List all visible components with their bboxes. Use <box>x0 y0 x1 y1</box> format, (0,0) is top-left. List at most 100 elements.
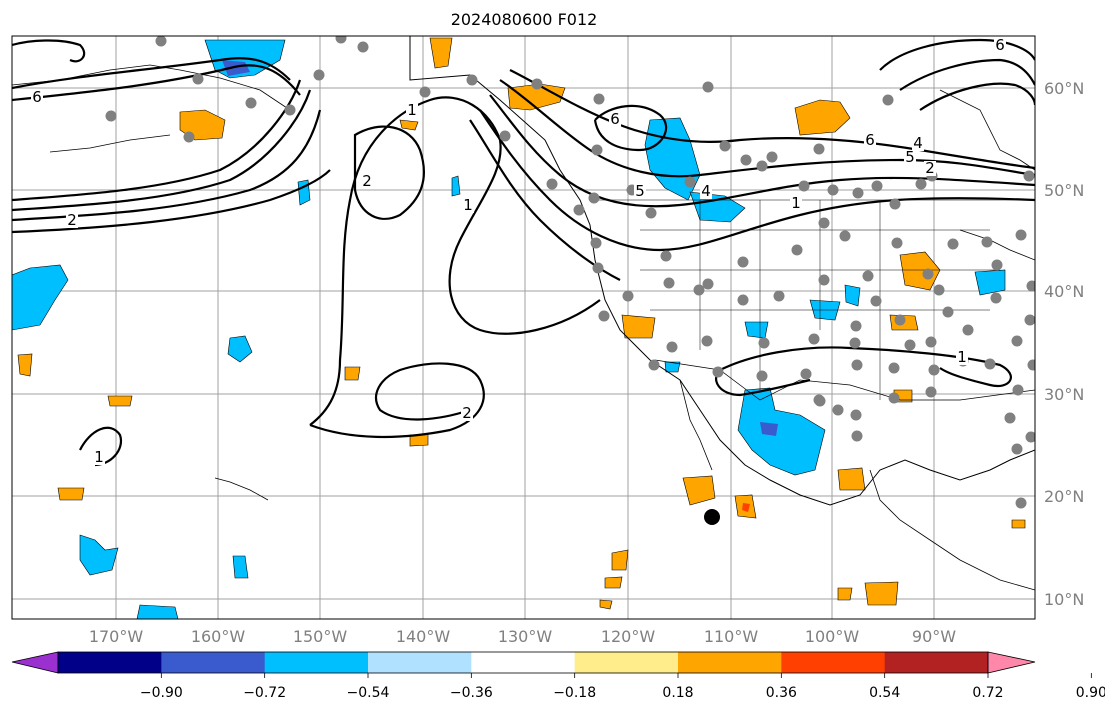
colorbar-tick-label: −0.54 <box>347 685 390 701</box>
station-marker <box>740 154 752 166</box>
station-marker <box>791 244 803 256</box>
station-marker <box>648 359 660 371</box>
station-marker <box>1011 443 1023 455</box>
station-marker <box>904 339 916 351</box>
station-marker <box>592 262 604 274</box>
station-marker <box>818 274 830 286</box>
station-marker <box>928 364 940 376</box>
colorbar-tick-label: −0.72 <box>243 685 286 701</box>
station-markers <box>105 36 1035 509</box>
station-marker <box>666 341 678 353</box>
station-marker <box>702 81 714 93</box>
colorbar-segment <box>884 652 989 673</box>
lat-label: 50°N <box>1044 181 1084 200</box>
station-marker <box>663 277 675 289</box>
station-marker <box>192 73 204 85</box>
contour-label: 6 <box>610 110 620 128</box>
station-marker <box>1011 335 1023 347</box>
height-contours <box>12 38 1035 467</box>
station-marker <box>813 394 825 406</box>
station-marker <box>981 236 993 248</box>
station-marker <box>852 187 864 199</box>
station-marker <box>991 259 1003 271</box>
contour-label: 6 <box>32 88 42 106</box>
contour-label: 5 <box>635 182 645 200</box>
colorbar-segment <box>471 652 576 673</box>
station-marker <box>499 130 511 142</box>
station-marker <box>1012 384 1024 396</box>
lat-label: 60°N <box>1044 79 1084 98</box>
contour-label: 2 <box>362 172 372 190</box>
station-marker <box>531 78 543 90</box>
contour-label: 2 <box>67 211 77 229</box>
station-marker <box>808 333 820 345</box>
station-marker <box>693 284 705 296</box>
station-marker <box>466 74 478 86</box>
colorbar-extend-low <box>11 651 59 674</box>
station-marker <box>546 178 558 190</box>
contour-label: 1 <box>957 348 967 366</box>
station-marker <box>737 294 749 306</box>
station-marker <box>737 256 749 268</box>
station-marker <box>591 144 603 156</box>
colorbar-segment <box>161 652 266 673</box>
station-marker <box>758 337 770 349</box>
lon-label: 130°W <box>498 627 553 646</box>
lat-label: 20°N <box>1044 487 1084 506</box>
station-marker <box>862 270 874 282</box>
station-marker <box>925 386 937 398</box>
colorbar-segment <box>368 652 472 673</box>
station-marker <box>1025 431 1035 443</box>
colorbar-tick-label: 0.18 <box>662 685 693 701</box>
station-marker <box>850 320 862 332</box>
station-marker <box>798 180 810 192</box>
colorbar-segment <box>264 652 369 673</box>
storm-center-marker <box>704 509 720 525</box>
contour-label: 1 <box>407 101 417 119</box>
station-marker <box>756 160 768 172</box>
station-marker <box>756 370 768 382</box>
lon-label: 110°W <box>704 627 759 646</box>
lon-label: 150°W <box>293 627 348 646</box>
station-marker <box>590 237 602 249</box>
station-marker <box>891 237 903 249</box>
station-marker <box>245 97 257 109</box>
station-marker <box>1015 497 1027 509</box>
station-marker <box>870 295 882 307</box>
station-marker <box>712 366 724 378</box>
colorbar-tick-label: 0.72 <box>972 685 1003 701</box>
contour-label: 2 <box>925 159 935 177</box>
station-marker <box>357 41 369 53</box>
station-marker <box>622 290 634 302</box>
map-area <box>12 36 1035 619</box>
contour-label: 6 <box>865 131 875 149</box>
station-marker <box>851 430 863 442</box>
station-marker <box>818 217 830 229</box>
station-marker <box>766 151 778 163</box>
contour-label: 4 <box>701 182 711 200</box>
station-marker <box>719 140 731 152</box>
station-marker <box>839 230 851 242</box>
station-marker <box>800 368 812 380</box>
latitude-labels: 60°N 50°N 40°N 30°N 20°N 10°N <box>1044 79 1084 609</box>
colorbar-segment <box>58 652 162 673</box>
contour-label: 2 <box>462 404 472 422</box>
station-marker <box>684 176 696 188</box>
colorbar-tick-label: 0.90 <box>1076 685 1105 701</box>
longitude-labels: 170°W 160°W 150°W 140°W 130°W 120°W 110°W 100°W… <box>89 627 956 646</box>
lon-label: 100°W <box>805 627 860 646</box>
colorbar-extend-high <box>987 651 1036 674</box>
station-marker <box>888 392 900 404</box>
station-marker <box>849 337 861 349</box>
colorbar-segment <box>678 652 782 673</box>
station-marker <box>598 310 610 322</box>
station-marker <box>947 238 959 250</box>
station-marker <box>1026 280 1035 292</box>
station-marker <box>155 36 167 47</box>
station-marker <box>313 69 325 81</box>
station-marker <box>702 278 714 290</box>
lon-label: 160°W <box>191 627 246 646</box>
station-marker <box>183 131 195 143</box>
colorbar-tick-label: 0.36 <box>766 685 797 701</box>
